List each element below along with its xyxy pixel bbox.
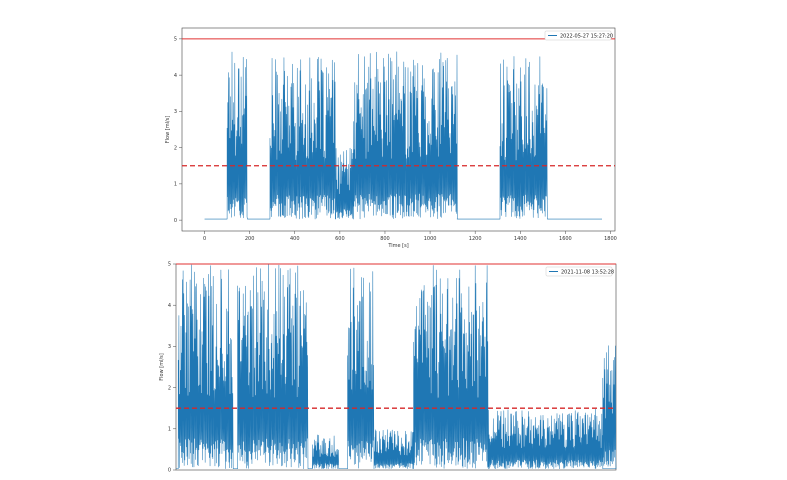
- chart-panel-top: 0 1 2 3 4 5 0 200 400 600 800 1000 1200 1400 1600 1800 F…: [165, 27, 617, 249]
- legend-box: [544, 30, 612, 41]
- x-tick-label: 1200: [469, 236, 482, 242]
- x-tick-label: 1800: [604, 236, 617, 242]
- y-tick-label: 4: [168, 303, 171, 309]
- x-tick-label: 1400: [514, 236, 527, 242]
- y-tick-label: 0: [168, 468, 171, 474]
- x-tick-label: 600: [335, 236, 345, 242]
- y-tick-label: 5: [168, 262, 171, 268]
- y-axis-label: Flow [ml/s]: [165, 116, 171, 144]
- x-tick-label: 400: [290, 236, 300, 242]
- y-tick-label: 2: [168, 385, 171, 391]
- x-tick-label: 800: [380, 236, 390, 242]
- y-axis-label: Flow [ml/s]: [159, 353, 165, 381]
- x-tick-label: 200: [245, 236, 255, 242]
- legend-box: [545, 266, 613, 277]
- x-axis-label: Time [s]: [387, 243, 408, 249]
- y-tick-label: 2: [174, 145, 177, 151]
- legend-entry: 2022-05-27 15:27:20: [560, 33, 613, 39]
- y-tick-label: 4: [174, 73, 177, 79]
- legend-entry: 2021-11-08 13:52:28: [561, 269, 614, 275]
- y-tick-label: 5: [174, 37, 177, 43]
- y-tick-label: 0: [174, 218, 177, 224]
- series-line: [204, 51, 603, 220]
- series-line: [176, 263, 617, 470]
- x-tick-label: 1000: [424, 236, 437, 242]
- x-tick-label: 1600: [559, 236, 572, 242]
- y-tick-label: 1: [168, 427, 171, 433]
- y-tick-label: 1: [174, 182, 177, 188]
- y-tick-label: 3: [168, 344, 171, 350]
- chart-panel-bottom: 0 1 2 3 4 5 Flow [ml/s] 2021-11-08 13:52:28: [159, 262, 617, 474]
- x-tick-label: 0: [203, 236, 206, 242]
- y-tick-label: 3: [174, 109, 177, 115]
